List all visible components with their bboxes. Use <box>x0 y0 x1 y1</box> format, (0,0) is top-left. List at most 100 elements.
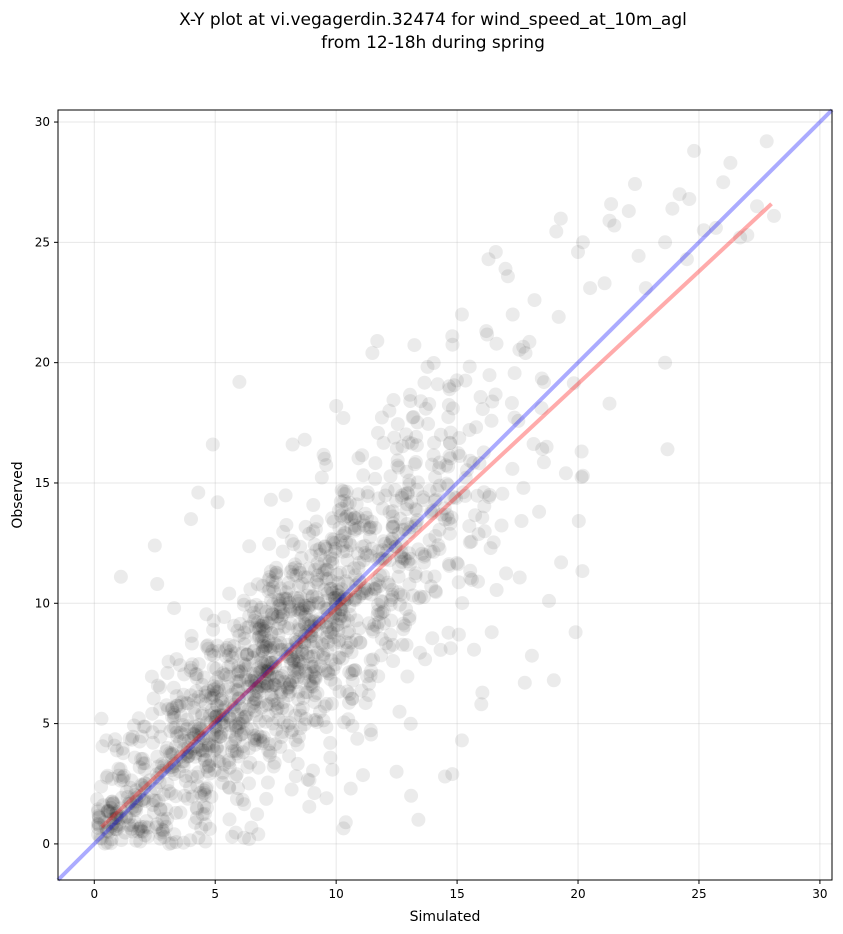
scatter-point <box>160 811 175 826</box>
scatter-point <box>388 539 403 554</box>
scatter-point <box>124 732 139 747</box>
scatter-point <box>117 768 132 783</box>
scatter-point <box>237 637 252 652</box>
scatter-point <box>347 663 362 678</box>
scatter-point <box>217 718 231 733</box>
scatter-point <box>230 667 245 682</box>
scatter-point <box>266 640 281 655</box>
scatter-point <box>371 615 386 630</box>
scatter-point <box>391 585 406 600</box>
scatter-point <box>336 821 351 836</box>
scatter-point <box>332 684 347 699</box>
scatter-point <box>100 835 115 850</box>
scatter-point <box>210 638 225 653</box>
scatter-point <box>750 199 764 214</box>
scatter-point <box>209 661 224 676</box>
scatter-point <box>244 820 259 835</box>
scatter-point <box>178 768 193 783</box>
scatter-point <box>275 643 290 657</box>
scatter-point <box>247 728 262 743</box>
scatter-point <box>222 725 237 740</box>
scatter-point <box>259 698 274 713</box>
scatter-point <box>301 612 316 627</box>
scatter-point <box>319 696 334 711</box>
scatter-point <box>257 642 272 657</box>
scatter-point <box>441 410 456 425</box>
scatter-point <box>307 619 322 634</box>
scatter-point <box>176 741 191 756</box>
scatter-point <box>209 709 224 724</box>
scatter-point <box>352 573 367 588</box>
scatter-point <box>324 653 339 668</box>
scatter-point <box>253 733 268 748</box>
scatter-point <box>191 830 206 845</box>
scatter-point <box>388 483 403 497</box>
scatter-point <box>252 628 267 643</box>
scatter-point <box>284 533 299 548</box>
scatter-point <box>322 554 337 569</box>
scatter-point <box>124 821 139 836</box>
scatter-point <box>176 835 191 850</box>
scatter-point <box>682 192 697 206</box>
scatter-point <box>202 759 216 774</box>
scatter-point <box>223 695 238 710</box>
scatter-point <box>412 645 427 660</box>
scatter-point <box>151 759 166 774</box>
scatter-point <box>294 551 309 565</box>
scatter-point <box>241 673 256 688</box>
scatter-point <box>109 818 124 833</box>
scatter-point <box>221 709 236 724</box>
scatter-point <box>134 824 149 838</box>
scatter-point <box>320 602 335 617</box>
scatter-point <box>571 245 585 259</box>
scatter-point <box>176 754 191 769</box>
scatter-point <box>205 437 220 452</box>
scatter-point <box>427 435 442 450</box>
scatter-point <box>449 373 464 388</box>
scatter-point <box>517 675 532 690</box>
scatter-point <box>183 833 198 848</box>
scatter-point <box>128 801 143 816</box>
scatter-point <box>229 723 244 738</box>
scatter-point <box>255 578 270 593</box>
scatter-point <box>269 560 284 575</box>
scatter-point <box>473 390 488 404</box>
scatter-point <box>489 583 504 597</box>
scatter-point <box>225 650 240 665</box>
scatter-point <box>198 817 213 832</box>
scatter-point <box>549 224 564 239</box>
scatter-point <box>115 741 130 756</box>
scatter-point <box>244 674 259 689</box>
scatter-point <box>326 591 341 606</box>
scatter-point <box>265 716 280 731</box>
scatter-point <box>306 713 321 728</box>
scatter-point <box>442 526 457 541</box>
scatter-point <box>156 787 171 802</box>
scatter-point <box>329 597 344 612</box>
scatter-point <box>229 743 244 758</box>
scatter-point <box>367 581 381 596</box>
x-tick-label: 5 <box>211 887 219 901</box>
scatter-point <box>360 669 375 684</box>
scatter-point <box>255 655 270 670</box>
scatter-point <box>276 695 291 710</box>
scatter-point <box>320 586 335 601</box>
scatter-point <box>259 619 274 634</box>
scatter-point <box>452 449 467 463</box>
scatter-point <box>371 491 386 506</box>
scatter-point <box>210 740 225 754</box>
scatter-point <box>259 791 274 806</box>
scatter-point <box>90 792 105 807</box>
scatter-point <box>357 518 372 533</box>
scatter-point <box>212 708 227 723</box>
scatter-point <box>488 245 503 259</box>
scatter-point <box>338 592 353 607</box>
scatter-point <box>153 702 168 717</box>
scatter-point <box>385 520 400 535</box>
scatter-point <box>234 727 249 742</box>
scatter-point <box>319 562 334 577</box>
scatter-point <box>283 715 297 730</box>
scatter-point <box>307 669 322 684</box>
scatter-point <box>395 488 410 503</box>
scatter-point <box>286 537 301 552</box>
